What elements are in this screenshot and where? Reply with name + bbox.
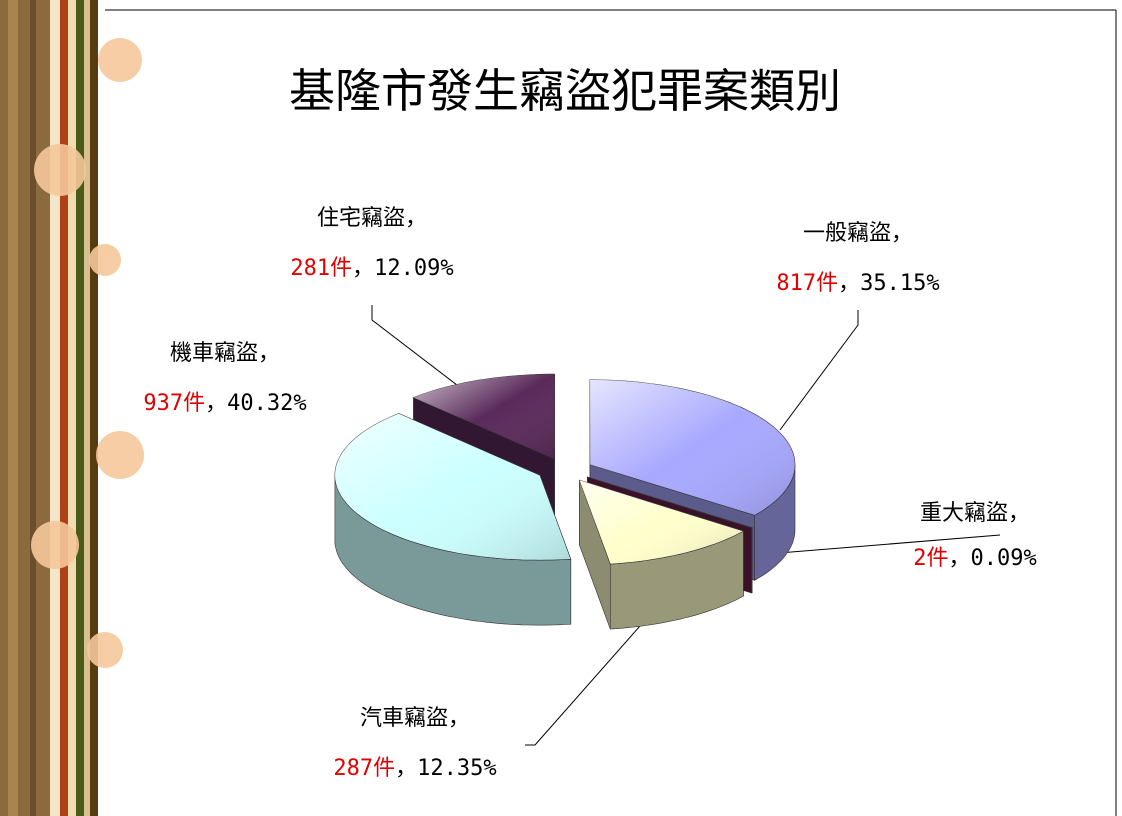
value-label: 287件，12.35% [333,756,496,781]
slice-gloss [413,374,555,460]
category-label: 汽車竊盜， [360,706,470,731]
slice-gloss [579,480,744,565]
value-label: 937件，40.32% [143,391,306,416]
pie [334,373,796,630]
percent-label: ，12.35% [395,756,496,781]
percent-label: ，40.32% [205,391,306,416]
chart-title: 基隆市發生竊盜犯罪案類別 [289,64,841,118]
percent-label: ，12.09% [352,256,453,281]
count-label: 937件 [143,391,205,416]
decor-strip [0,0,144,816]
count-label: 2件 [913,546,948,571]
value-label: 281件，12.09% [290,256,453,281]
category-label: 一般竊盜， [803,221,913,246]
value-label: 2件，0.09% [913,546,1036,571]
slice-gloss [587,477,753,528]
count-label: 287件 [333,756,395,781]
leader-lines [371,305,1001,746]
category-label: 住宅竊盜， [317,206,427,231]
percent-label: ，0.09% [949,546,1037,571]
count-label: 281件 [290,256,352,281]
percent-label: ，35.15% [838,271,939,296]
slice-wall [751,527,753,594]
category-label: 機車竊盜， [170,341,280,366]
value-label: 817件，35.15% [776,271,939,296]
slice-gloss [590,379,795,516]
slice-gloss [334,413,571,561]
category-label: 重大竊盜， [920,501,1030,526]
count-label: 817件 [776,271,838,296]
